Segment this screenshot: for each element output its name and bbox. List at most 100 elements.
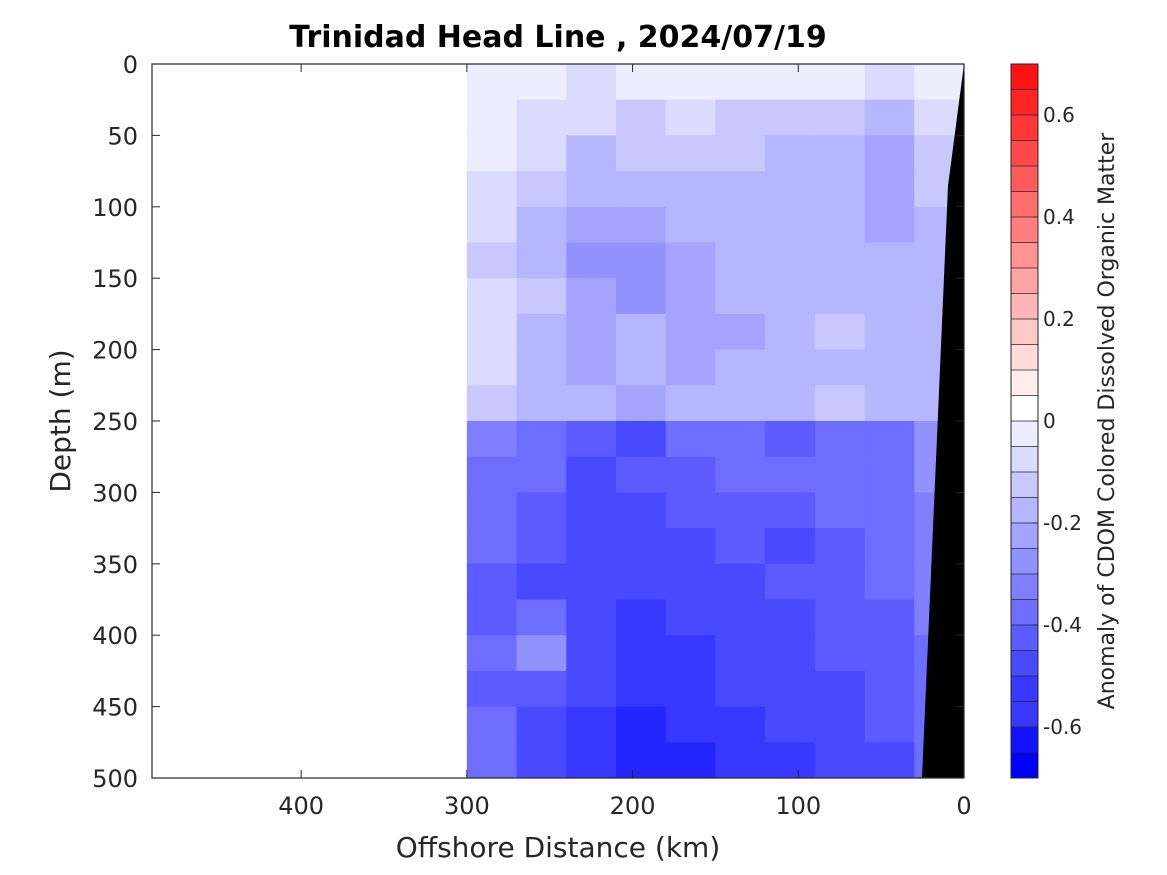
heatmap-cell: [616, 563, 667, 601]
heatmap-cell: [665, 64, 717, 101]
heatmap-cell: [814, 742, 866, 778]
heatmap-cell: [665, 171, 717, 208]
heatmap-cell: [466, 456, 518, 493]
y-tick-label: 500: [92, 765, 138, 793]
y-tick-label: 250: [92, 408, 138, 436]
heatmap-cell: [566, 563, 617, 601]
heatmap-cell: [814, 385, 866, 422]
heatmap-cell: [864, 135, 915, 172]
heatmap-cell: [466, 528, 518, 565]
heatmap-cell: [715, 456, 766, 493]
heatmap-cell: [765, 742, 816, 778]
heatmap-cell: [665, 242, 717, 279]
colorbar-swatch: [1011, 472, 1038, 498]
colorbar-swatch: [1011, 64, 1038, 90]
heatmap-cell: [864, 242, 915, 279]
heatmap-cell: [814, 456, 866, 493]
colorbar-swatch: [1011, 548, 1038, 575]
heatmap-cell: [765, 242, 816, 279]
heatmap-cell: [715, 242, 766, 279]
heatmap-cell: [814, 64, 866, 101]
heatmap-cell: [616, 706, 667, 743]
heatmap-cell: [665, 313, 717, 351]
heatmap-cell: [864, 349, 915, 386]
heatmap-cell: [665, 528, 717, 565]
heatmap-cell: [765, 492, 816, 529]
heatmap-cell: [466, 242, 518, 279]
heatmap-cell: [466, 421, 518, 458]
heatmap-cell: [516, 64, 567, 101]
heatmap-cell: [665, 706, 717, 743]
heatmap-cell: [566, 599, 617, 636]
heatmap-cell: [765, 599, 816, 636]
heatmap-cell: [566, 99, 617, 136]
heatmap-cell: [566, 135, 617, 172]
seafloor-bathymetry: [922, 64, 964, 778]
heatmap-cell: [616, 385, 667, 422]
y-tick-label: 0: [123, 51, 138, 79]
heatmap-cell: [466, 313, 518, 351]
x-tick-label: 300: [444, 792, 490, 820]
heatmap-cell: [466, 563, 518, 601]
colorbar-tick-label: 0.2: [1043, 307, 1075, 331]
colorbar-tick-label: 0.6: [1043, 103, 1075, 127]
colorbar-swatch: [1011, 166, 1038, 192]
heatmap-cell: [864, 492, 915, 529]
heatmap-cell: [715, 670, 766, 708]
heatmap-cell: [616, 206, 667, 244]
heatmap-cell: [814, 706, 866, 743]
x-tick-label: 200: [610, 792, 656, 820]
heatmap-cell: [516, 385, 567, 422]
heatmap-cell: [466, 64, 518, 101]
heatmap-cell: [814, 206, 866, 244]
heatmap-cell: [765, 528, 816, 565]
colorbar-swatch: [1011, 319, 1038, 345]
heatmap-cell: [616, 528, 667, 565]
colorbar-tick-label: -0.2: [1043, 511, 1082, 535]
heatmap-cell: [566, 64, 617, 101]
heatmap-cell: [665, 99, 717, 136]
heatmap-cell: [616, 635, 667, 672]
heatmap-cell: [566, 742, 617, 778]
heatmap-cell: [566, 456, 617, 493]
heatmap-cell: [765, 635, 816, 672]
heatmap-cell: [466, 99, 518, 136]
y-tick-label: 350: [92, 551, 138, 579]
colorbar-swatch: [1011, 599, 1038, 626]
heatmap-cell: [765, 171, 816, 208]
heatmap-cell: [665, 135, 717, 172]
heatmap-cell: [665, 349, 717, 386]
heatmap-cell: [516, 670, 567, 708]
y-tick-label: 400: [92, 622, 138, 650]
heatmap-cell: [665, 563, 717, 601]
heatmap-cell: [516, 99, 567, 136]
heatmap-cell: [616, 135, 667, 172]
heatmap-cell: [466, 171, 518, 208]
heatmap-cell: [516, 635, 567, 672]
heatmap-cell: [864, 599, 915, 636]
heatmap-cell: [566, 706, 617, 743]
colorbar-ticks: 0.6 0.4 0.2 0 -0.2 -0.4 -0.6: [1033, 103, 1082, 739]
heatmap-cell: [814, 528, 866, 565]
heatmap-cell: [715, 528, 766, 565]
heatmap-cell: [665, 670, 717, 708]
heatmap-cell: [516, 349, 567, 386]
heatmap-cell: [715, 313, 766, 351]
heatmap-cell: [466, 599, 518, 636]
heatmap-cell: [864, 742, 915, 778]
heatmap-cell: [715, 349, 766, 386]
colorbar-swatch: [1011, 650, 1038, 677]
heatmap-cell: [814, 278, 866, 315]
heatmap-cell: [814, 670, 866, 708]
heatmap-cell: [864, 206, 915, 244]
colorbar-swatch: [1011, 242, 1038, 269]
heatmap-cell: [765, 278, 816, 315]
heatmap-cell: [765, 64, 816, 101]
colorbar-swatch: [1011, 140, 1038, 167]
heatmap-cell: [516, 135, 567, 172]
colorbar-swatch: [1011, 268, 1038, 294]
heatmap-cell: [616, 313, 667, 351]
colorbar-swatch: [1011, 293, 1038, 320]
colorbar-tick-label: 0: [1043, 409, 1056, 433]
heatmap-cell: [616, 242, 667, 279]
